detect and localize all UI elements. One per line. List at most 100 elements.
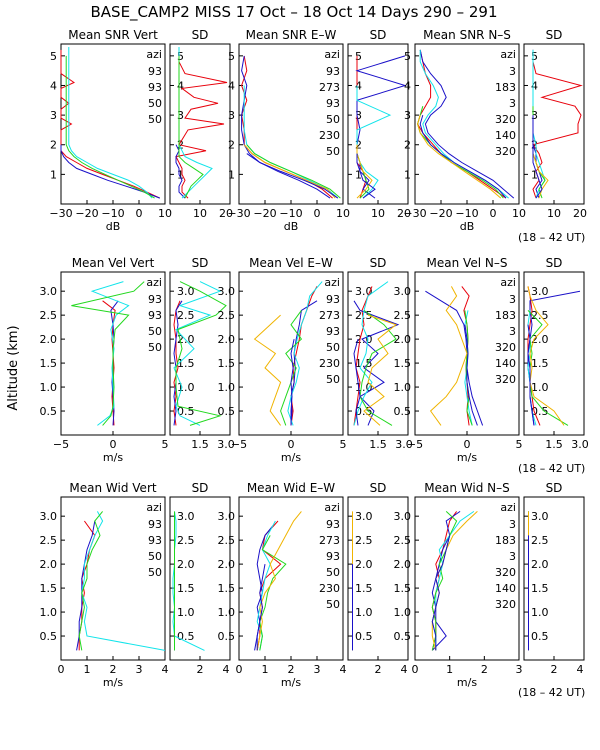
legend-entry-320: 320 xyxy=(495,373,516,386)
sd-line-230-orange xyxy=(363,314,398,426)
x-tick-label: 1 xyxy=(84,663,91,676)
sd-y-tick-label: 1.5 xyxy=(531,357,549,370)
sd-line-50-cyan xyxy=(173,281,222,426)
y-tick-label: 3 xyxy=(228,109,235,122)
x-axis-label: dB xyxy=(284,220,299,233)
sd-line-50-navy xyxy=(356,153,376,199)
x-tick-label: 10 xyxy=(512,207,526,220)
x-tick-label: 0 xyxy=(288,438,295,451)
series-line-50-green xyxy=(65,55,155,199)
legend-entry-93: 93 xyxy=(148,293,162,306)
sd-line-273-navy xyxy=(353,300,400,426)
panel-title: Mean Wid N–S xyxy=(424,481,509,495)
time-range-label-row1: (18 – 42 UT) xyxy=(518,231,585,244)
series-line-50-green xyxy=(78,511,103,651)
sd-y-tick-label: 0.5 xyxy=(177,405,195,418)
sd-y-tick-label: 2.0 xyxy=(355,558,373,571)
legend-title: azi xyxy=(500,48,516,61)
sd-y-tick-label: 5 xyxy=(355,50,362,63)
y-tick-label: 1.5 xyxy=(394,582,412,595)
y-tick-label: 2.5 xyxy=(40,309,58,322)
sd-y-tick-label: 2 xyxy=(355,139,362,152)
legend-entry-230: 230 xyxy=(319,582,340,595)
series-line-93-red xyxy=(241,55,333,199)
x-tick-label: −5 xyxy=(407,438,423,451)
panel-title: Mean SNR E–W xyxy=(246,28,337,42)
sd-x-tick-label: 20 xyxy=(219,207,233,220)
x-tick-label: 0 xyxy=(236,663,243,676)
legend-entry-93: 93 xyxy=(148,518,162,531)
y-tick-label: 1.0 xyxy=(40,606,58,619)
series-line-320-navy xyxy=(419,114,507,199)
sd-line-93-red xyxy=(175,49,228,199)
sd-panel-title: SD xyxy=(370,28,387,42)
legend-title: azi xyxy=(500,501,516,514)
legend-entry-93: 93 xyxy=(326,293,340,306)
sd-y-tick-label: 3 xyxy=(177,109,184,122)
figure-title: BASE_CAMP2 MISS 17 Oct – 18 Oct 14 Days … xyxy=(91,3,498,22)
legend-entry-140: 140 xyxy=(495,129,516,142)
sd-y-tick-label: 5 xyxy=(531,50,538,63)
x-axis-label: dB xyxy=(460,220,475,233)
series-line-93-navy xyxy=(76,520,96,651)
sd-y-tick-label: 3.0 xyxy=(177,285,195,298)
legend-entry-50: 50 xyxy=(148,325,162,338)
panel-title: Mean Vel E–W xyxy=(249,256,333,270)
y-tick-label: 2.5 xyxy=(394,309,412,322)
series-line-140-orange xyxy=(429,286,468,426)
y-tick-label: 3.0 xyxy=(394,510,412,523)
sd-x-tick-label: 2 xyxy=(197,663,204,676)
sd-x-tick-label: 4 xyxy=(577,663,584,676)
legend-title: azi xyxy=(324,48,340,61)
y-tick-label: 2.5 xyxy=(218,534,236,547)
legend-entry-3: 3 xyxy=(509,65,516,78)
legend-entry-183: 183 xyxy=(495,81,516,94)
x-tick-label: −10 xyxy=(455,207,478,220)
series-line-50-cyan xyxy=(81,511,166,651)
sd-panel-title: SD xyxy=(546,28,563,42)
legend-entry-50: 50 xyxy=(148,97,162,110)
sd-y-tick-label: 3 xyxy=(355,109,362,122)
sd-y-tick-label: 1.0 xyxy=(531,606,549,619)
y-tick-label: 4 xyxy=(228,79,235,92)
y-tick-label: 1.0 xyxy=(40,381,58,394)
sd-panel-title: SD xyxy=(546,481,563,495)
legend-entry-93: 93 xyxy=(148,309,162,322)
legend-entry-50: 50 xyxy=(326,145,340,158)
series-line-3-cyan xyxy=(431,510,475,651)
x-tick-label: 1 xyxy=(446,663,453,676)
time-range-label-row2: (18 – 42 UT) xyxy=(518,462,585,475)
legend-entry-3: 3 xyxy=(509,518,516,531)
sd-y-tick-label: 2 xyxy=(531,139,538,152)
sd-y-tick-label: 2.5 xyxy=(531,534,549,547)
y-tick-label: 1.5 xyxy=(40,582,58,595)
sd-x-tick-label: 1.5 xyxy=(191,438,209,451)
legend-entry-50: 50 xyxy=(148,113,162,126)
x-tick-label: 10 xyxy=(158,207,172,220)
sd-x-tick-label: 1.5 xyxy=(545,438,563,451)
y-tick-label: 1.0 xyxy=(218,606,236,619)
y-tick-label: 2.5 xyxy=(40,534,58,547)
series-line-140-orange xyxy=(417,114,502,199)
sd-y-tick-label: 2.5 xyxy=(531,309,549,322)
sd-x-tick-label: 3.0 xyxy=(395,438,413,451)
legend-title: azi xyxy=(146,276,162,289)
y-tick-label: 2.5 xyxy=(394,534,412,547)
y-tick-label: 2.0 xyxy=(394,558,412,571)
x-tick-label: 5 xyxy=(340,438,347,451)
legend-entry-93: 93 xyxy=(148,65,162,78)
legend-entry-3: 3 xyxy=(509,325,516,338)
legend-entry-273: 273 xyxy=(319,81,340,94)
x-axis-label: dB xyxy=(106,220,121,233)
panel-title: Mean Vel N–S xyxy=(427,256,508,270)
panel-title: Mean Wid Vert xyxy=(69,481,156,495)
legend-entry-183: 183 xyxy=(495,534,516,547)
sd-x-tick-label: 3.0 xyxy=(571,438,589,451)
legend-title: azi xyxy=(146,48,162,61)
time-range-label-row3: (18 – 42 UT) xyxy=(518,686,585,699)
legend-entry-3: 3 xyxy=(509,550,516,563)
x-tick-label: 4 xyxy=(162,663,169,676)
sd-y-tick-label: 2.0 xyxy=(531,558,549,571)
x-tick-label: −30 xyxy=(403,207,426,220)
